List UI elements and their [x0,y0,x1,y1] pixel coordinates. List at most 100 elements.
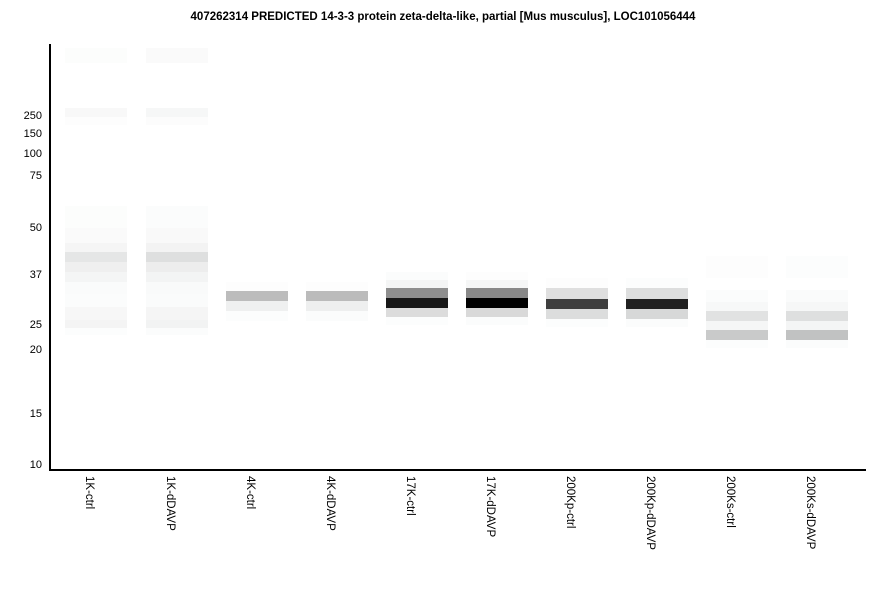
band [146,320,208,328]
band [65,272,127,282]
y-tick-label-25: 25 [29,319,42,331]
band [786,340,848,348]
band [386,317,448,325]
x-tick-label-200kp-ctrl: 200Kp-ctrl [564,476,576,529]
figure-title: 407262314 PREDICTED 14-3-3 protein zeta-… [190,11,696,23]
band [706,256,768,278]
x-tick-wrap: 4K-ctrl [244,476,265,586]
band [386,280,448,288]
band [306,291,368,301]
band [786,311,848,321]
x-tick-label-4k-ddavp: 4K-dDAVP [324,476,336,531]
x-tick-label-1k-ddavp: 1K-dDAVP [164,476,176,531]
band [65,328,127,335]
band [146,228,208,243]
y-axis-line [49,44,51,471]
band [466,280,528,288]
band [65,108,127,117]
x-tick-label-4k-ctrl: 4K-ctrl [244,476,256,510]
x-tick-label-200ks-ctrl: 200Ks-ctrl [724,476,736,528]
gel-lane-1k-ddavp [146,44,208,470]
band [626,299,688,309]
band [466,317,528,325]
x-tick-wrap: 1K-dDAVP [164,476,185,586]
y-tick-label-100: 100 [23,148,42,160]
gel-lane-1k-ctrl [65,44,127,470]
band [786,302,848,311]
band [626,288,688,299]
band [65,206,127,228]
band [466,288,528,298]
gel-lane-200kp-ctrl [546,44,608,470]
band [546,309,608,319]
band [226,291,288,301]
band [146,48,208,63]
y-tick-label-150: 150 [23,128,42,140]
x-tick-label-17k-ddavp: 17K-dDAVP [484,476,496,538]
band [226,301,288,311]
band [706,330,768,340]
band [146,272,208,282]
band [146,307,208,320]
y-tick-label-37: 37 [29,269,42,281]
band [706,340,768,348]
x-tick-label-200ks-ddavp: 200Ks-dDAVP [804,476,816,550]
band [306,311,368,321]
band [786,321,848,330]
band [146,328,208,335]
gel-lane-200ks-ctrl [706,44,768,470]
band [466,298,528,308]
band [65,320,127,328]
band [65,294,127,307]
band [146,252,208,262]
x-tick-wrap: 17K-ctrl [404,476,425,586]
gel-lane-17k-ddavp [466,44,528,470]
band [466,272,528,280]
x-tick-label-1k-ctrl: 1K-ctrl [83,476,95,510]
x-axis-line [49,469,866,471]
y-tick-label-250: 250 [23,110,42,122]
band [706,302,768,311]
band [146,108,208,117]
gel-lane-4k-ddavp [306,44,368,470]
band [226,282,288,291]
band [65,243,127,252]
band [786,290,848,302]
x-tick-wrap: 200Kp-dDAVP [644,476,665,586]
gel-lane-200kp-ddavp [626,44,688,470]
band [386,288,448,298]
band [386,272,448,280]
gel-lane-17k-ctrl [386,44,448,470]
x-tick-wrap: 200Kp-ctrl [564,476,585,586]
band [786,330,848,340]
y-tick-label-15: 15 [29,408,42,420]
gel-lane-4k-ctrl [226,44,288,470]
band [65,262,127,272]
x-tick-wrap: 4K-dDAVP [324,476,345,586]
band [626,278,688,288]
x-tick-wrap: 17K-dDAVP [484,476,505,586]
band [706,290,768,302]
band [65,48,127,63]
gel-lane-200ks-ddavp [786,44,848,470]
band [386,308,448,317]
band [546,319,608,327]
band [546,288,608,299]
band [706,311,768,321]
band [626,309,688,319]
x-tick-label-200kp-ddavp: 200Kp-dDAVP [644,476,656,550]
x-tick-wrap: 1K-ctrl [83,476,104,586]
band [146,294,208,307]
band [146,282,208,294]
band [65,282,127,294]
band [146,206,208,228]
band [626,319,688,327]
x-tick-label-17k-ctrl: 17K-ctrl [404,476,416,516]
y-tick-label-10: 10 [29,459,42,471]
band [146,243,208,252]
band [65,252,127,262]
band [65,228,127,243]
band [146,262,208,272]
band [386,298,448,308]
